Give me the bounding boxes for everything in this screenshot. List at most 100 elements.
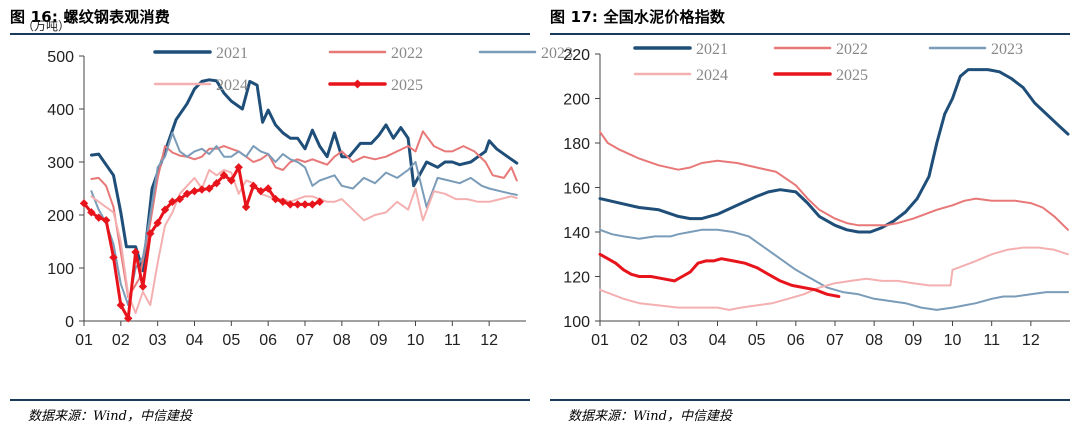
y-tick-label: 160 xyxy=(563,181,590,198)
chart-panel-rebar: 图 16: 螺纹钢表观消费 0 100 200 300 400 500 01 02 03 04 05… xyxy=(10,8,573,424)
data-point-marker xyxy=(124,314,133,323)
y-tick-label: 220 xyxy=(563,47,590,64)
series-line-2022 xyxy=(599,130,1069,231)
source-note: 数据来源：Wind，中信建投 xyxy=(28,409,192,424)
legend-label: 2022 xyxy=(836,41,868,58)
x-tick-label: 05 xyxy=(748,332,766,349)
data-point-marker xyxy=(138,282,148,291)
data-point-marker xyxy=(256,186,265,196)
x-tick-label: 12 xyxy=(1022,332,1040,349)
data-point-marker xyxy=(315,197,324,206)
x-tick-label: 07 xyxy=(826,332,844,349)
figure-title: 图 16: 螺纹钢表观消费 xyxy=(10,8,170,26)
y-tick-label: 200 xyxy=(563,92,590,109)
x-tick-label: 03 xyxy=(669,332,687,349)
legend-label: 2024 xyxy=(216,77,248,94)
x-tick-label: 12 xyxy=(480,332,498,349)
title-rule xyxy=(10,33,530,35)
y-tick-label: 400 xyxy=(47,102,74,119)
x-tick-label: 11 xyxy=(444,332,461,349)
y-tick-label: 180 xyxy=(563,136,590,153)
x-tick-label: 07 xyxy=(296,332,314,349)
data-point-marker xyxy=(219,171,229,180)
series-line-2021 xyxy=(89,78,519,273)
chart-panel-cement: 图 17: 全国水泥价格指数 100 120 140 160 180 200 220 01 02… xyxy=(540,0,1080,430)
title-rule xyxy=(550,33,1070,35)
legend-label: 2023 xyxy=(991,41,1023,58)
data-point-marker xyxy=(212,179,221,188)
legend-marker xyxy=(353,79,362,89)
x-tick-label: 11 xyxy=(983,332,1000,349)
unit-label: （万吨） xyxy=(22,19,70,33)
data-point-marker xyxy=(109,253,118,262)
footer-rule xyxy=(10,399,530,401)
data-point-marker xyxy=(116,300,126,310)
data-point-marker xyxy=(234,163,243,172)
x-tick-label: 04 xyxy=(709,332,727,349)
series-line-2023 xyxy=(90,131,518,307)
x-tick-label: 02 xyxy=(112,332,130,349)
data-point-marker xyxy=(271,194,280,204)
y-tick-label: 100 xyxy=(563,314,590,331)
data-point-marker xyxy=(79,199,89,208)
legend-label: 2023 xyxy=(541,45,573,62)
legend-label: 2021 xyxy=(216,45,248,62)
series-line-2024 xyxy=(599,246,1069,311)
data-point-marker xyxy=(146,229,155,238)
y-tick-label: 140 xyxy=(563,225,590,242)
data-point-marker xyxy=(101,216,111,225)
data-point-marker xyxy=(197,185,207,194)
x-tick-label: 03 xyxy=(149,332,167,349)
data-point-marker xyxy=(286,200,295,209)
x-tick-label: 01 xyxy=(75,332,93,349)
x-tick-label: 01 xyxy=(591,332,609,349)
data-point-marker xyxy=(308,200,317,209)
data-point-marker xyxy=(300,200,310,209)
rebar-consumption-chart: 0 100 200 300 400 500 01 02 03 04 05 06 07 08 09 10 11 12… xyxy=(22,19,573,349)
x-tick-label: 02 xyxy=(630,332,648,349)
series-line-2023 xyxy=(599,228,1069,311)
x-tick-label: 08 xyxy=(333,332,351,349)
data-point-marker xyxy=(153,218,162,228)
y-tick-label: 200 xyxy=(47,208,74,225)
x-tick-label: 08 xyxy=(865,332,883,349)
footer-rule xyxy=(550,399,1070,401)
data-point-marker xyxy=(263,184,273,193)
data-point-marker xyxy=(160,205,170,214)
legend-label: 2024 xyxy=(696,67,728,84)
y-tick-label: 100 xyxy=(47,261,74,278)
data-point-marker xyxy=(87,208,96,217)
series-line-2025 xyxy=(598,252,841,298)
legend-label: 2025 xyxy=(391,77,423,94)
data-point-marker xyxy=(175,194,184,204)
series-line-2021 xyxy=(598,68,1070,234)
data-point-marker xyxy=(293,200,302,209)
data-point-marker xyxy=(190,186,199,196)
data-point-marker xyxy=(182,189,192,198)
data-point-marker xyxy=(131,247,140,257)
x-tick-label: 06 xyxy=(787,332,805,349)
x-tick-label: 05 xyxy=(222,332,240,349)
x-tick-label: 09 xyxy=(370,332,388,349)
data-point-marker xyxy=(205,184,214,193)
legend-label: 2021 xyxy=(696,41,728,58)
legend-label: 2022 xyxy=(391,45,423,62)
figure-title: 图 17: 全国水泥价格指数 xyxy=(550,8,726,26)
x-tick-label: 10 xyxy=(407,332,425,349)
data-point-marker xyxy=(227,176,236,185)
data-point-marker xyxy=(278,197,288,206)
y-tick-label: 300 xyxy=(47,155,74,172)
data-point-marker xyxy=(168,197,177,206)
data-point-marker xyxy=(241,202,251,212)
legend-label: 2025 xyxy=(836,67,868,84)
data-point-marker xyxy=(94,213,103,222)
source-note: 数据来源：Wind，中信建投 xyxy=(568,409,732,424)
x-tick-label: 09 xyxy=(904,332,922,349)
y-tick-label: 0 xyxy=(65,314,74,331)
x-tick-label: 06 xyxy=(259,332,277,349)
data-point-marker xyxy=(249,181,258,191)
x-tick-label: 10 xyxy=(944,332,962,349)
cement-price-index-chart: 100 120 140 160 180 200 220 01 02 03 04 05 06 07 08 09 1… xyxy=(563,41,1070,349)
y-tick-label: 120 xyxy=(563,270,590,287)
y-tick-label: 500 xyxy=(47,49,74,66)
